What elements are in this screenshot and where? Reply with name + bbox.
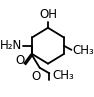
Text: CH₃: CH₃	[52, 69, 74, 82]
Text: O: O	[15, 54, 24, 67]
Text: CH₃: CH₃	[73, 44, 94, 57]
Text: H₂N: H₂N	[0, 39, 22, 52]
Text: O: O	[32, 70, 41, 83]
Text: OH: OH	[39, 8, 57, 21]
